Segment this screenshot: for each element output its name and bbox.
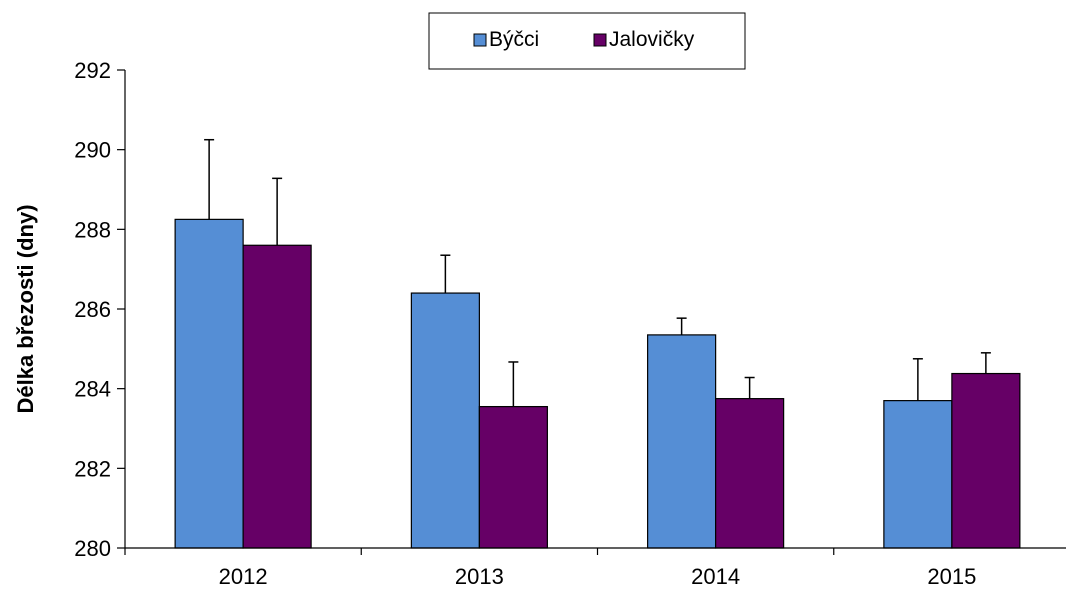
x-tick-label: 2015 [927,564,976,589]
bar-jalovicky-2014 [715,398,785,549]
bar-bycci-2013 [410,292,480,549]
bar-bycci-2012 [174,218,244,549]
x-ticks-layer: 2012 2013 2014 2015 [124,548,976,589]
legend-swatch-jalovicky [593,33,607,47]
bar-jalovicky-2012 [242,244,312,549]
y-axis-label: Délka březosti (dny) [13,204,38,413]
y-tick-label: 286 [74,297,111,322]
y-tick-label: 290 [74,138,111,163]
bar-jalovicky-2013 [478,405,548,549]
bar-bycci-2015 [883,400,953,549]
x-tick-label: 2013 [455,564,504,589]
y-tick-label: 292 [74,58,111,83]
bar-jalovicky-2015 [951,372,1021,549]
bar-bycci-2014 [647,334,717,549]
y-tick-label: 282 [74,456,111,481]
error-bars-layer [204,138,991,407]
y-ticks-layer: 280 282 284 286 288 290 292 [74,58,125,561]
y-tick-label: 288 [74,217,111,242]
x-tick-label: 2014 [691,564,740,589]
y-tick-label: 284 [74,377,111,402]
legend-label-jalovicky: Jalovičky [609,28,695,51]
legend-swatch-bycci [473,33,487,47]
legend-label-bycci: Býčci [489,28,539,51]
y-tick-label: 280 [74,536,111,561]
x-tick-label: 2012 [219,564,268,589]
bars-layer [174,218,1021,549]
legend: Býčci Jalovičky [428,12,746,70]
